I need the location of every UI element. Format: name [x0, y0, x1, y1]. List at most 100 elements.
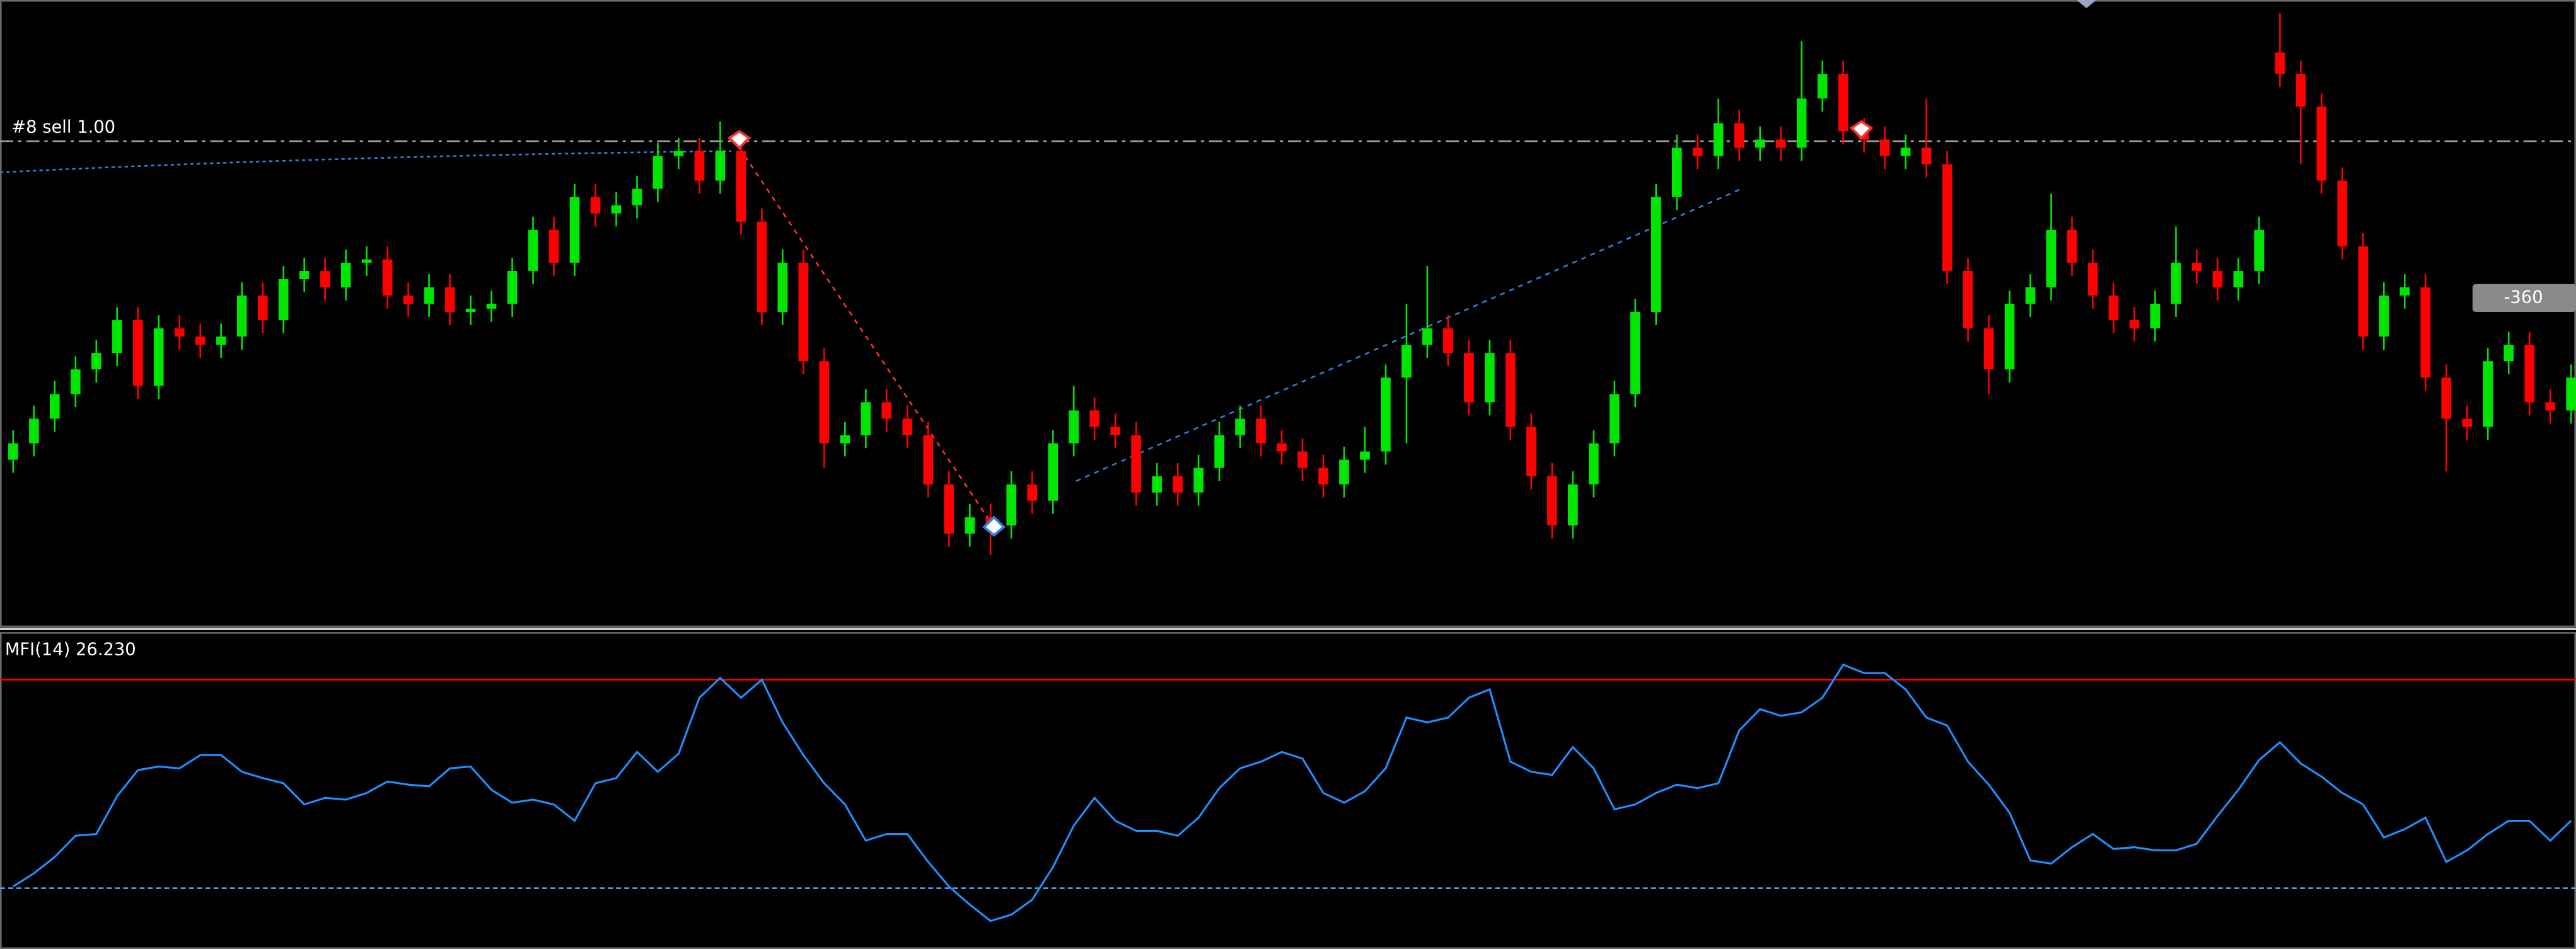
candle-body	[2191, 262, 2202, 271]
candle-body	[1671, 147, 1682, 197]
candle-body	[861, 402, 871, 435]
candle-body	[1921, 147, 1932, 164]
trade-line	[0, 150, 731, 173]
candle-body	[174, 328, 185, 337]
candle-body	[8, 443, 18, 460]
candle-body	[590, 197, 601, 214]
indicator-title: MFI(14) 26.230	[5, 640, 136, 659]
order-label: #8 sell 1.00	[11, 118, 115, 137]
candle-body	[1235, 418, 1245, 435]
candle-body	[1879, 139, 1890, 156]
candle-body	[195, 336, 206, 345]
candle-body	[965, 517, 975, 534]
trade-arrow	[1849, 120, 1874, 140]
candle-body	[1900, 147, 1911, 156]
candle-body	[1506, 353, 1516, 427]
candle-body	[1401, 345, 1412, 378]
candle-body	[1942, 164, 1952, 271]
candle-body	[1609, 394, 1620, 444]
candle-body	[50, 394, 60, 419]
candle-body	[2046, 229, 2057, 287]
candle-body	[1256, 418, 1266, 444]
candle-body	[673, 151, 684, 156]
indicator-panel-frame	[0, 632, 2576, 949]
candle-body	[486, 304, 497, 309]
candle-body	[757, 221, 767, 313]
candle-body	[1297, 451, 1308, 468]
candle-body	[1983, 328, 1994, 370]
candle-body	[840, 435, 850, 444]
candle-body	[1193, 468, 1204, 493]
candle-body	[1089, 410, 1099, 427]
candle-body	[1006, 484, 1017, 526]
candle-body	[2503, 345, 2514, 362]
scroll-marker	[2076, 0, 2097, 9]
candle-body	[2420, 287, 2431, 378]
candle-body	[2399, 287, 2410, 296]
candle-body	[1131, 435, 1141, 493]
candle-body	[528, 229, 538, 271]
candle-body	[1713, 123, 1724, 156]
candle-body	[944, 484, 954, 534]
candle-body	[236, 295, 247, 337]
candle-body	[1464, 353, 1474, 403]
candle-body	[1110, 427, 1120, 435]
candle-body	[2025, 287, 2036, 304]
candle-body	[29, 418, 39, 444]
candle-body	[424, 287, 434, 304]
candle-body	[132, 320, 143, 386]
candle-body	[881, 402, 892, 419]
candle-body	[1443, 328, 1453, 354]
candle-body	[1734, 123, 1744, 148]
trade-line	[738, 147, 992, 523]
mfi-layer	[0, 663, 2576, 923]
trade-arrow	[982, 515, 1006, 537]
candle-body	[819, 361, 830, 444]
candle-body	[632, 188, 642, 205]
candle-body	[1381, 377, 1391, 452]
candle-body	[548, 229, 559, 263]
candle-body	[569, 197, 580, 263]
candle-body	[1173, 476, 1183, 493]
candle-body	[2524, 345, 2535, 403]
candle-body	[1360, 451, 1370, 460]
candle-body	[2254, 229, 2265, 271]
candle-body	[2358, 246, 2369, 337]
candle-body	[653, 156, 663, 189]
candle-body	[1651, 197, 1661, 313]
candle-body	[1838, 74, 1848, 132]
candle-body	[777, 262, 788, 313]
candle-body	[2316, 106, 2327, 181]
candle-body	[361, 259, 372, 263]
candle-body	[715, 151, 726, 181]
candle-body	[2004, 304, 2015, 370]
candle-body	[1318, 468, 1328, 485]
candle-body	[2171, 262, 2181, 304]
candle-body	[70, 369, 81, 394]
candle-body	[1755, 139, 1765, 148]
candle-body	[382, 259, 393, 296]
candle-body	[2108, 295, 2119, 321]
price-panel-frame	[0, 0, 2576, 628]
candle-body	[902, 418, 913, 435]
price-tag-box	[2472, 284, 2576, 313]
price-layer	[0, 13, 2576, 555]
candle-body	[694, 151, 705, 181]
candle-body	[1027, 484, 1038, 501]
candle-body	[1069, 410, 1079, 444]
candle-body	[299, 270, 310, 279]
candle-body	[320, 270, 330, 287]
candle-body	[1422, 328, 1432, 345]
candle-body	[1692, 147, 1703, 156]
candle-body	[2129, 320, 2140, 329]
candle-body	[1547, 476, 1557, 526]
candle-body	[2545, 402, 2556, 411]
candle-body	[736, 151, 746, 222]
candle-body	[2379, 295, 2389, 337]
candle-body	[91, 353, 102, 370]
candle-body	[2067, 229, 2077, 263]
candle-body	[1485, 353, 1495, 403]
candle-body	[1277, 443, 1287, 452]
